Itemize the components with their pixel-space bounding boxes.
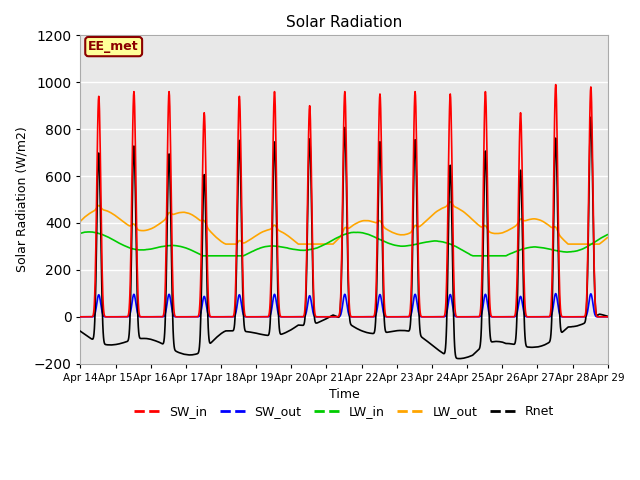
LW_out (495, 230, 503, 236)
SW_in (541, 314, 548, 320)
SW_out (494, 314, 502, 320)
Rnet (604, 313, 611, 319)
Rnet (253, 330, 260, 336)
Title: Solar Radiation: Solar Radiation (286, 15, 402, 30)
LW_out (541, 220, 549, 226)
LW_out (447, 199, 454, 205)
Rnet (77, 328, 84, 334)
Rnet (181, 351, 189, 357)
LW_in (199, 253, 207, 259)
Line: Rnet: Rnet (81, 117, 607, 359)
Line: SW_in: SW_in (81, 84, 607, 317)
SW_out (194, 314, 202, 320)
SW_in (426, 314, 433, 320)
LW_out (253, 232, 260, 238)
Rnet (541, 342, 549, 348)
SW_in (552, 82, 559, 87)
Rnet (587, 114, 595, 120)
SW_out (426, 314, 433, 320)
SW_in (77, 314, 84, 320)
X-axis label: Time: Time (329, 388, 360, 401)
SW_in (194, 314, 202, 320)
LW_in (253, 246, 261, 252)
SW_out (77, 314, 84, 320)
SW_out (552, 291, 559, 297)
Line: LW_in: LW_in (81, 232, 607, 256)
LW_out (194, 216, 202, 221)
SW_in (253, 314, 260, 320)
LW_in (604, 232, 611, 238)
SW_out (541, 314, 548, 320)
LW_in (495, 253, 503, 259)
Legend: SW_in, SW_out, LW_in, LW_out, Rnet: SW_in, SW_out, LW_in, LW_out, Rnet (129, 400, 559, 423)
LW_in (181, 245, 189, 251)
LW_in (426, 239, 434, 244)
SW_in (181, 314, 189, 320)
Rnet (426, 340, 433, 346)
LW_out (222, 241, 230, 247)
Rnet (495, 339, 502, 345)
Rnet (194, 351, 202, 357)
LW_in (541, 245, 549, 251)
LW_out (604, 235, 611, 240)
LW_in (77, 230, 84, 236)
Text: EE_met: EE_met (88, 40, 139, 53)
Line: LW_out: LW_out (81, 202, 607, 244)
LW_out (181, 209, 189, 215)
Line: SW_out: SW_out (81, 294, 607, 317)
SW_out (604, 314, 611, 320)
Y-axis label: Solar Radiation (W/m2): Solar Radiation (W/m2) (15, 127, 28, 273)
Rnet (456, 356, 464, 361)
LW_in (84, 229, 92, 235)
SW_out (181, 314, 189, 320)
LW_out (426, 215, 433, 220)
LW_out (77, 218, 84, 224)
SW_in (604, 314, 611, 320)
SW_out (253, 314, 260, 320)
SW_in (494, 314, 502, 320)
LW_in (194, 251, 202, 256)
